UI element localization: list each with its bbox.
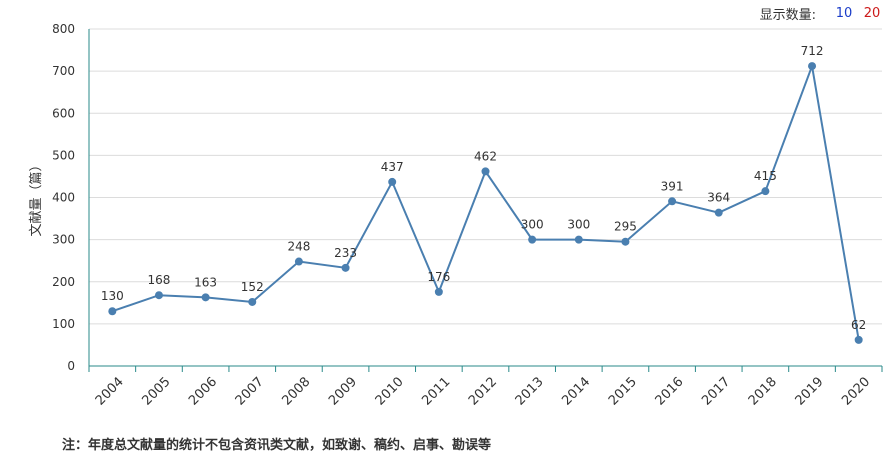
- y-tick-label: 100: [52, 317, 75, 331]
- data-label: 248: [287, 240, 310, 254]
- data-label: 712: [801, 44, 824, 58]
- x-tick-label: 2018: [746, 375, 780, 409]
- y-tick-label: 600: [52, 106, 75, 120]
- data-point: [341, 263, 350, 272]
- footnote: 注：年度总文献量的统计不包含资讯类文献，如致谢、稿约、启事、勘误等: [62, 438, 492, 453]
- y-tick-label: 500: [52, 148, 75, 162]
- data-label: 163: [194, 275, 217, 289]
- data-label: 415: [754, 169, 777, 183]
- x-tick-label: 2013: [513, 375, 547, 409]
- y-axis-label: 文献量（篇）: [29, 158, 44, 236]
- data-point: [108, 307, 117, 316]
- x-tick-label: 2008: [279, 375, 313, 409]
- data-label: 176: [427, 270, 450, 284]
- data-point: [528, 235, 537, 244]
- x-tick-label: 2020: [839, 375, 873, 409]
- data-label: 233: [334, 246, 357, 260]
- x-tick-label: 2004: [93, 375, 127, 409]
- x-tick-label: 2014: [559, 375, 593, 409]
- display-count-option-10[interactable]: 10: [835, 6, 853, 21]
- y-tick-label: 400: [52, 191, 75, 205]
- y-tick-label: 300: [52, 233, 75, 247]
- line-chart: 0 100 200 300 400 500 600 700 800 2004 2005 2006 200…: [29, 22, 883, 409]
- y-tick-label: 700: [52, 64, 75, 78]
- data-point: [808, 62, 817, 71]
- display-count-option-20[interactable]: 20: [863, 6, 881, 21]
- x-tick-label: 2017: [699, 375, 733, 409]
- y-tick-label: 0: [67, 359, 75, 373]
- data-label: 300: [567, 218, 590, 232]
- data-label: 62: [851, 318, 866, 332]
- x-tick-label: 2011: [419, 375, 453, 409]
- data-point: [761, 187, 770, 196]
- data-label: 295: [614, 220, 637, 234]
- data-point: [248, 297, 257, 306]
- x-tick-label: 2016: [653, 375, 687, 409]
- y-tick-label: 200: [52, 275, 75, 289]
- data-label: 152: [241, 280, 264, 294]
- data-point: [714, 208, 723, 217]
- data-point: [668, 197, 677, 206]
- data-label: 437: [381, 160, 404, 174]
- y-tick-label: 800: [52, 22, 75, 36]
- data-point: [201, 293, 210, 302]
- data-label: 391: [661, 179, 684, 193]
- data-label: 168: [148, 273, 171, 287]
- x-tick-label: 2019: [793, 375, 827, 409]
- data-point: [481, 167, 490, 176]
- x-tick-label: 2015: [606, 375, 640, 409]
- data-label: 300: [521, 218, 544, 232]
- data-label: 364: [707, 191, 730, 205]
- data-point: [621, 237, 630, 246]
- x-tick-label: 2005: [139, 375, 173, 409]
- data-point: [854, 335, 863, 344]
- x-tick-label: 2006: [186, 375, 220, 409]
- x-tick-label: 2010: [373, 375, 407, 409]
- x-tick-label: 2012: [466, 375, 500, 409]
- data-point: [388, 177, 397, 186]
- data-point: [574, 235, 583, 244]
- data-point: [434, 287, 443, 296]
- series-line: [111, 62, 860, 341]
- x-tick-label: 2007: [233, 375, 267, 409]
- data-point: [294, 257, 303, 266]
- display-count-label: 显示数量:: [759, 8, 816, 23]
- data-label: 462: [474, 149, 497, 163]
- x-tick-label: 2009: [326, 375, 360, 409]
- data-label: 130: [101, 289, 124, 303]
- data-point: [154, 291, 163, 300]
- display-count-control: 显示数量: 10 20: [760, 4, 886, 23]
